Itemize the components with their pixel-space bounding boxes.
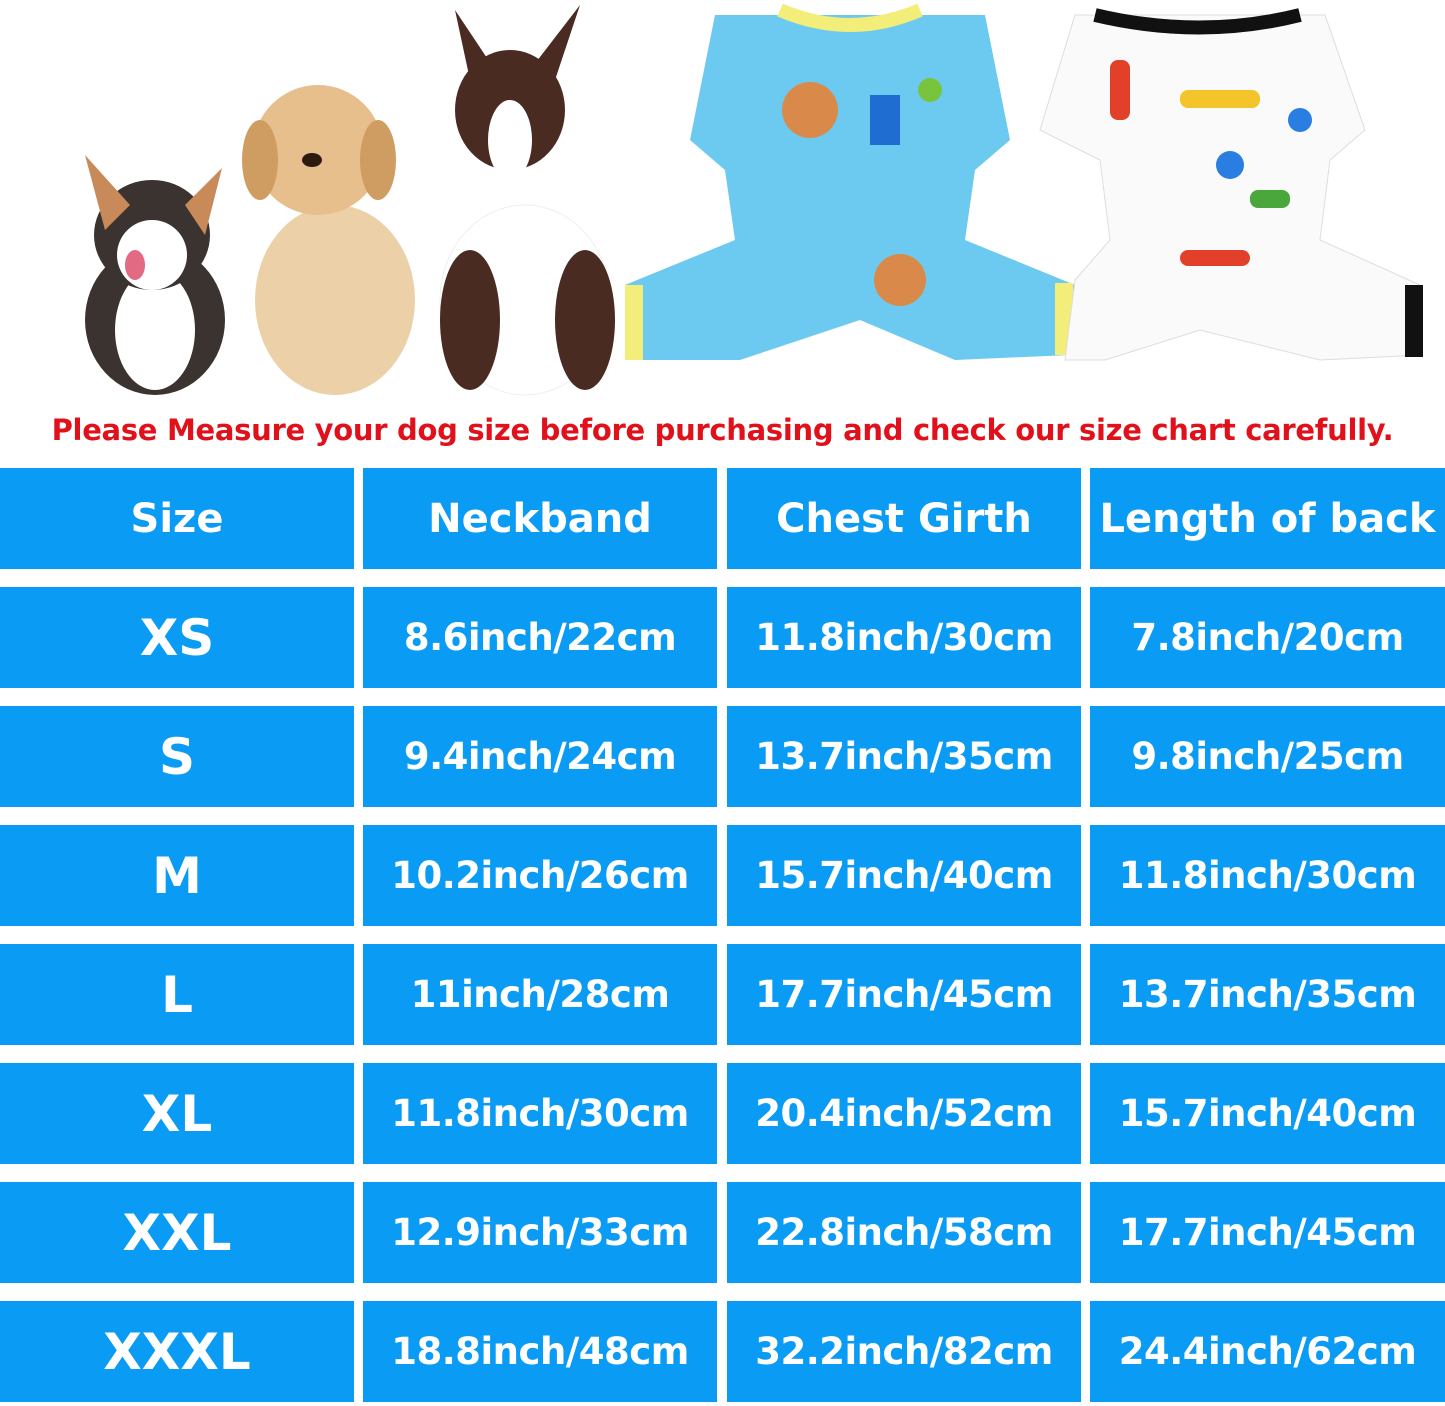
length-of-back-cell: 13.7inch/35cm (1090, 944, 1445, 1045)
neckband-cell: 11.8inch/30cm (363, 1063, 717, 1164)
size-label-cell: XS (0, 587, 354, 688)
corgi-puppy-image (85, 155, 225, 395)
white-dog-bone-print-pajama-image (1039, 8, 1423, 361)
neckband-cell: 9.4inch/24cm (363, 706, 717, 807)
measure-notice: Please Measure your dog size before purc… (51, 413, 1394, 447)
chest-girth-cell: 13.7inch/35cm (727, 706, 1081, 807)
length-of-back-cell: 15.7inch/40cm (1090, 1063, 1445, 1164)
chest-girth-cell: 11.8inch/30cm (727, 587, 1081, 688)
neckband-cell: 8.6inch/22cm (363, 587, 717, 688)
chest-girth-cell: 32.2inch/82cm (727, 1301, 1081, 1402)
length-of-back-cell: 9.8inch/25cm (1090, 706, 1445, 807)
border-collie-puppy-image (439, 5, 615, 396)
chest-girth-cell: 22.8inch/58cm (727, 1182, 1081, 1283)
chest-girth-cell: 15.7inch/40cm (727, 825, 1081, 926)
size-label-cell: XXXL (0, 1301, 354, 1402)
neckband-cell: 18.8inch/48cm (363, 1301, 717, 1402)
header-length-of-back: Length of back (1090, 468, 1445, 569)
header-chest-girth: Chest Girth (727, 468, 1081, 569)
length-of-back-cell: 24.4inch/62cm (1090, 1301, 1445, 1402)
size-label-cell: L (0, 944, 354, 1045)
header-neckband: Neckband (363, 468, 717, 569)
chest-girth-cell: 17.7inch/45cm (727, 944, 1081, 1045)
header-size: Size (0, 468, 354, 569)
neckband-cell: 10.2inch/26cm (363, 825, 717, 926)
length-of-back-cell: 7.8inch/20cm (1090, 587, 1445, 688)
size-label-cell: XL (0, 1063, 354, 1164)
length-of-back-cell: 17.7inch/45cm (1090, 1182, 1445, 1283)
product-photos (0, 0, 1445, 405)
size-label-cell: S (0, 706, 354, 807)
neckband-cell: 12.9inch/33cm (363, 1182, 717, 1283)
golden-retriever-puppy-image (242, 85, 415, 395)
size-label-cell: XXL (0, 1182, 354, 1283)
neckband-cell: 11inch/28cm (363, 944, 717, 1045)
size-label-cell: M (0, 825, 354, 926)
length-of-back-cell: 11.8inch/30cm (1090, 825, 1445, 926)
chest-girth-cell: 20.4inch/52cm (727, 1063, 1081, 1164)
blue-corgi-print-pajama-image (625, 3, 1075, 360)
